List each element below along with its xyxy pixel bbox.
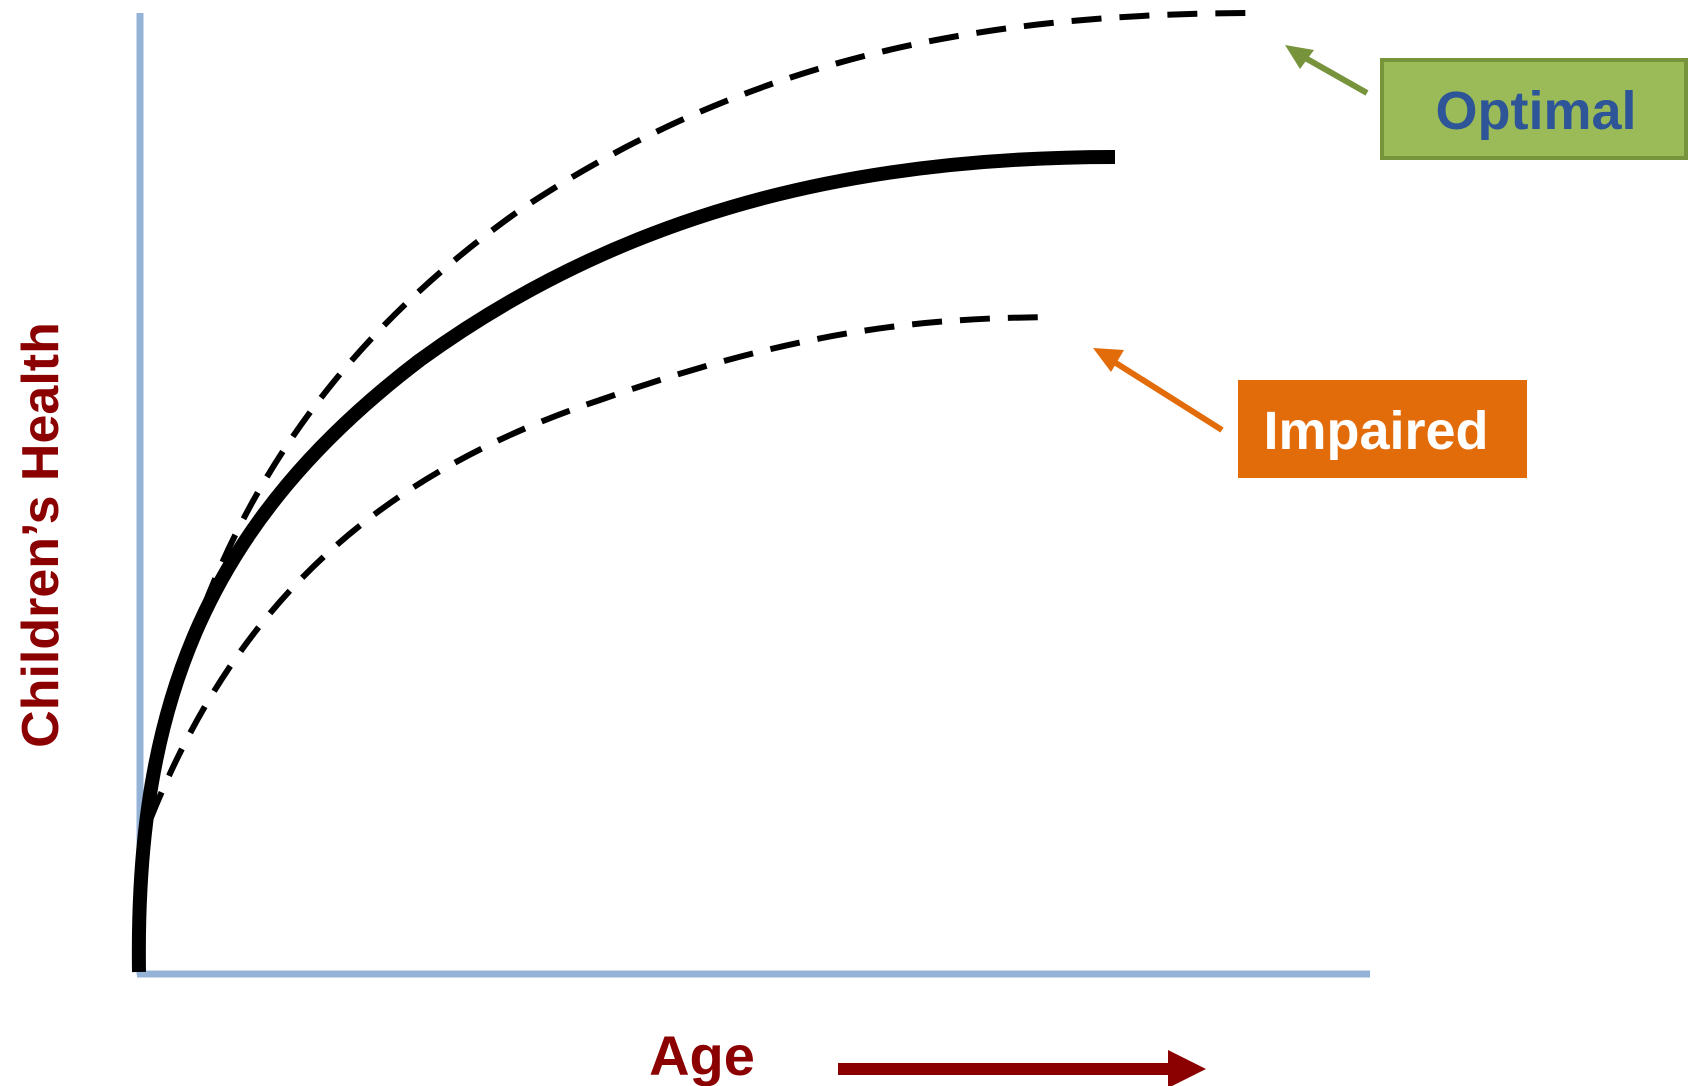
impaired-trajectory-curve [147,314,1056,822]
impaired-callout-label: Impaired [1263,401,1488,461]
age-direction-arrowhead [1168,1050,1206,1086]
optimal-trajectory-curve [136,10,1261,887]
impaired-pointer-arrow [1106,355,1224,433]
optimal-pointer-arrow [1298,52,1369,96]
optimal-callout-box [1380,58,1688,160]
x-axis-label: Age [649,1024,755,1086]
impaired-pointer-arrowhead [1093,348,1124,372]
optimal-callout-label: Optimal [1435,81,1636,141]
y-axis-label: Children’s Health [12,322,70,748]
typical-trajectory-curve [131,150,1116,973]
optimal-pointer-arrowhead [1285,45,1314,69]
impaired-callout-box [1238,380,1527,478]
